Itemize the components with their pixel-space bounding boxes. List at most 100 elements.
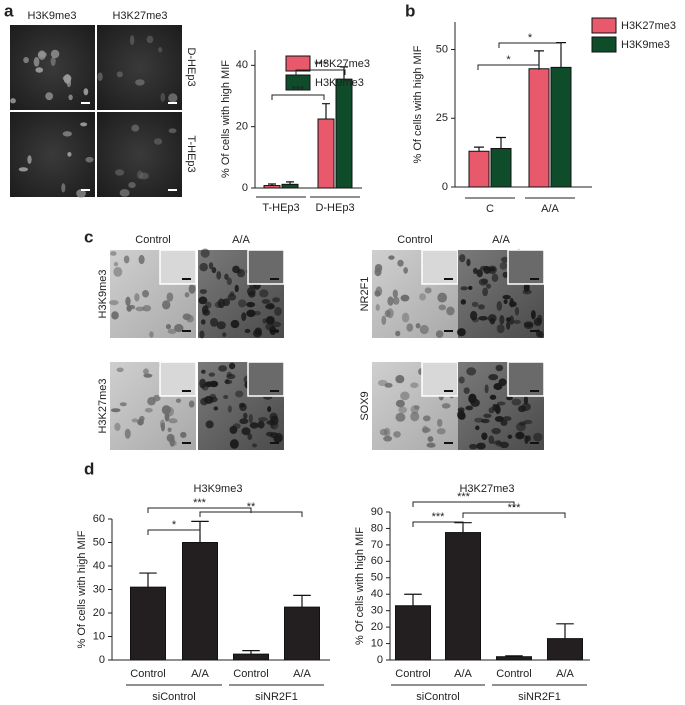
cell (482, 287, 489, 297)
cell (116, 367, 124, 373)
row-label: H3K27me3 (97, 378, 109, 433)
chart-title: H3K9me3 (194, 483, 243, 495)
y-tick-label: 0 (377, 654, 383, 666)
cell (45, 92, 54, 101)
significance-label: *** (457, 491, 471, 503)
cell (167, 427, 172, 433)
y-tick-label: 0 (242, 182, 248, 194)
cell (143, 368, 149, 375)
y-tick-label: 20 (236, 121, 248, 133)
cell (269, 412, 278, 421)
cell (495, 364, 504, 372)
cell (203, 395, 214, 404)
cell (472, 267, 478, 274)
bar (395, 605, 431, 661)
y-tick-label: 25 (436, 112, 448, 124)
cell (208, 262, 214, 270)
significance-bracket (295, 69, 346, 75)
cell (126, 304, 132, 312)
row-label: SOX9 (359, 391, 371, 420)
cell (199, 378, 207, 389)
cell (228, 362, 236, 370)
cell (471, 301, 479, 307)
cell (216, 271, 222, 280)
group-label: siNR2F1 (518, 691, 561, 703)
cell (144, 407, 153, 413)
cell (232, 423, 241, 429)
cell (214, 301, 223, 308)
cell (457, 328, 466, 337)
group-label: siControl (416, 691, 459, 703)
inset (159, 249, 197, 285)
cell (224, 273, 229, 280)
significance-bracket (199, 511, 303, 517)
cell (491, 427, 501, 435)
significance-label: ** (247, 501, 256, 513)
cell (530, 310, 536, 320)
cell (259, 289, 269, 298)
cell (160, 92, 166, 102)
cell (523, 395, 529, 405)
error-bar (268, 183, 276, 186)
cell (244, 328, 251, 334)
x-tick-label: A/A (454, 668, 472, 680)
panel-letter: b (405, 1, 415, 20)
chart-title: H3K27me3 (459, 483, 514, 495)
legend-swatch (285, 55, 311, 72)
significance-label: *** (432, 511, 446, 523)
x-tick-label: D-HEp3 (315, 202, 354, 214)
cell (446, 306, 455, 316)
cell (499, 441, 509, 449)
cell (224, 379, 233, 385)
cell (229, 439, 239, 449)
cell (383, 435, 393, 442)
cell (512, 319, 521, 324)
cell (436, 428, 446, 435)
cell (33, 57, 40, 67)
error-bar (322, 103, 330, 119)
cell (392, 289, 398, 298)
cell (397, 259, 404, 267)
cell (499, 315, 505, 325)
cell (175, 398, 182, 403)
cell (470, 398, 480, 407)
cell (119, 402, 127, 407)
micrograph (97, 112, 182, 197)
cell (113, 266, 123, 277)
y-axis-label: % Of cells with high MIF (220, 60, 232, 178)
cell (68, 94, 73, 101)
cell (258, 417, 268, 422)
cell (400, 294, 410, 302)
bar (317, 118, 335, 189)
cell (496, 324, 505, 334)
x-tick-label: T-HEp3 (262, 202, 299, 214)
x-tick-label: Control (130, 668, 165, 680)
bar (496, 656, 532, 661)
cell (415, 323, 421, 329)
cell (503, 299, 508, 305)
error-bar (474, 146, 484, 152)
cell (131, 124, 140, 132)
cell (159, 419, 165, 429)
bar (490, 148, 512, 188)
cell (437, 292, 448, 303)
cell (476, 442, 486, 450)
cell (477, 304, 485, 310)
cell (410, 382, 419, 389)
cell (241, 312, 247, 322)
cell (272, 297, 280, 303)
cell (18, 167, 29, 172)
bar (445, 532, 481, 661)
cell (198, 296, 208, 305)
cell (85, 156, 94, 163)
cell (437, 418, 443, 427)
cell (274, 306, 282, 316)
cell (161, 405, 171, 415)
cell (147, 396, 156, 406)
cell (463, 387, 470, 394)
cell (533, 317, 542, 327)
column-label: A/A (492, 234, 510, 246)
cell (500, 420, 508, 426)
cell (502, 294, 511, 300)
error-bar (139, 572, 157, 588)
